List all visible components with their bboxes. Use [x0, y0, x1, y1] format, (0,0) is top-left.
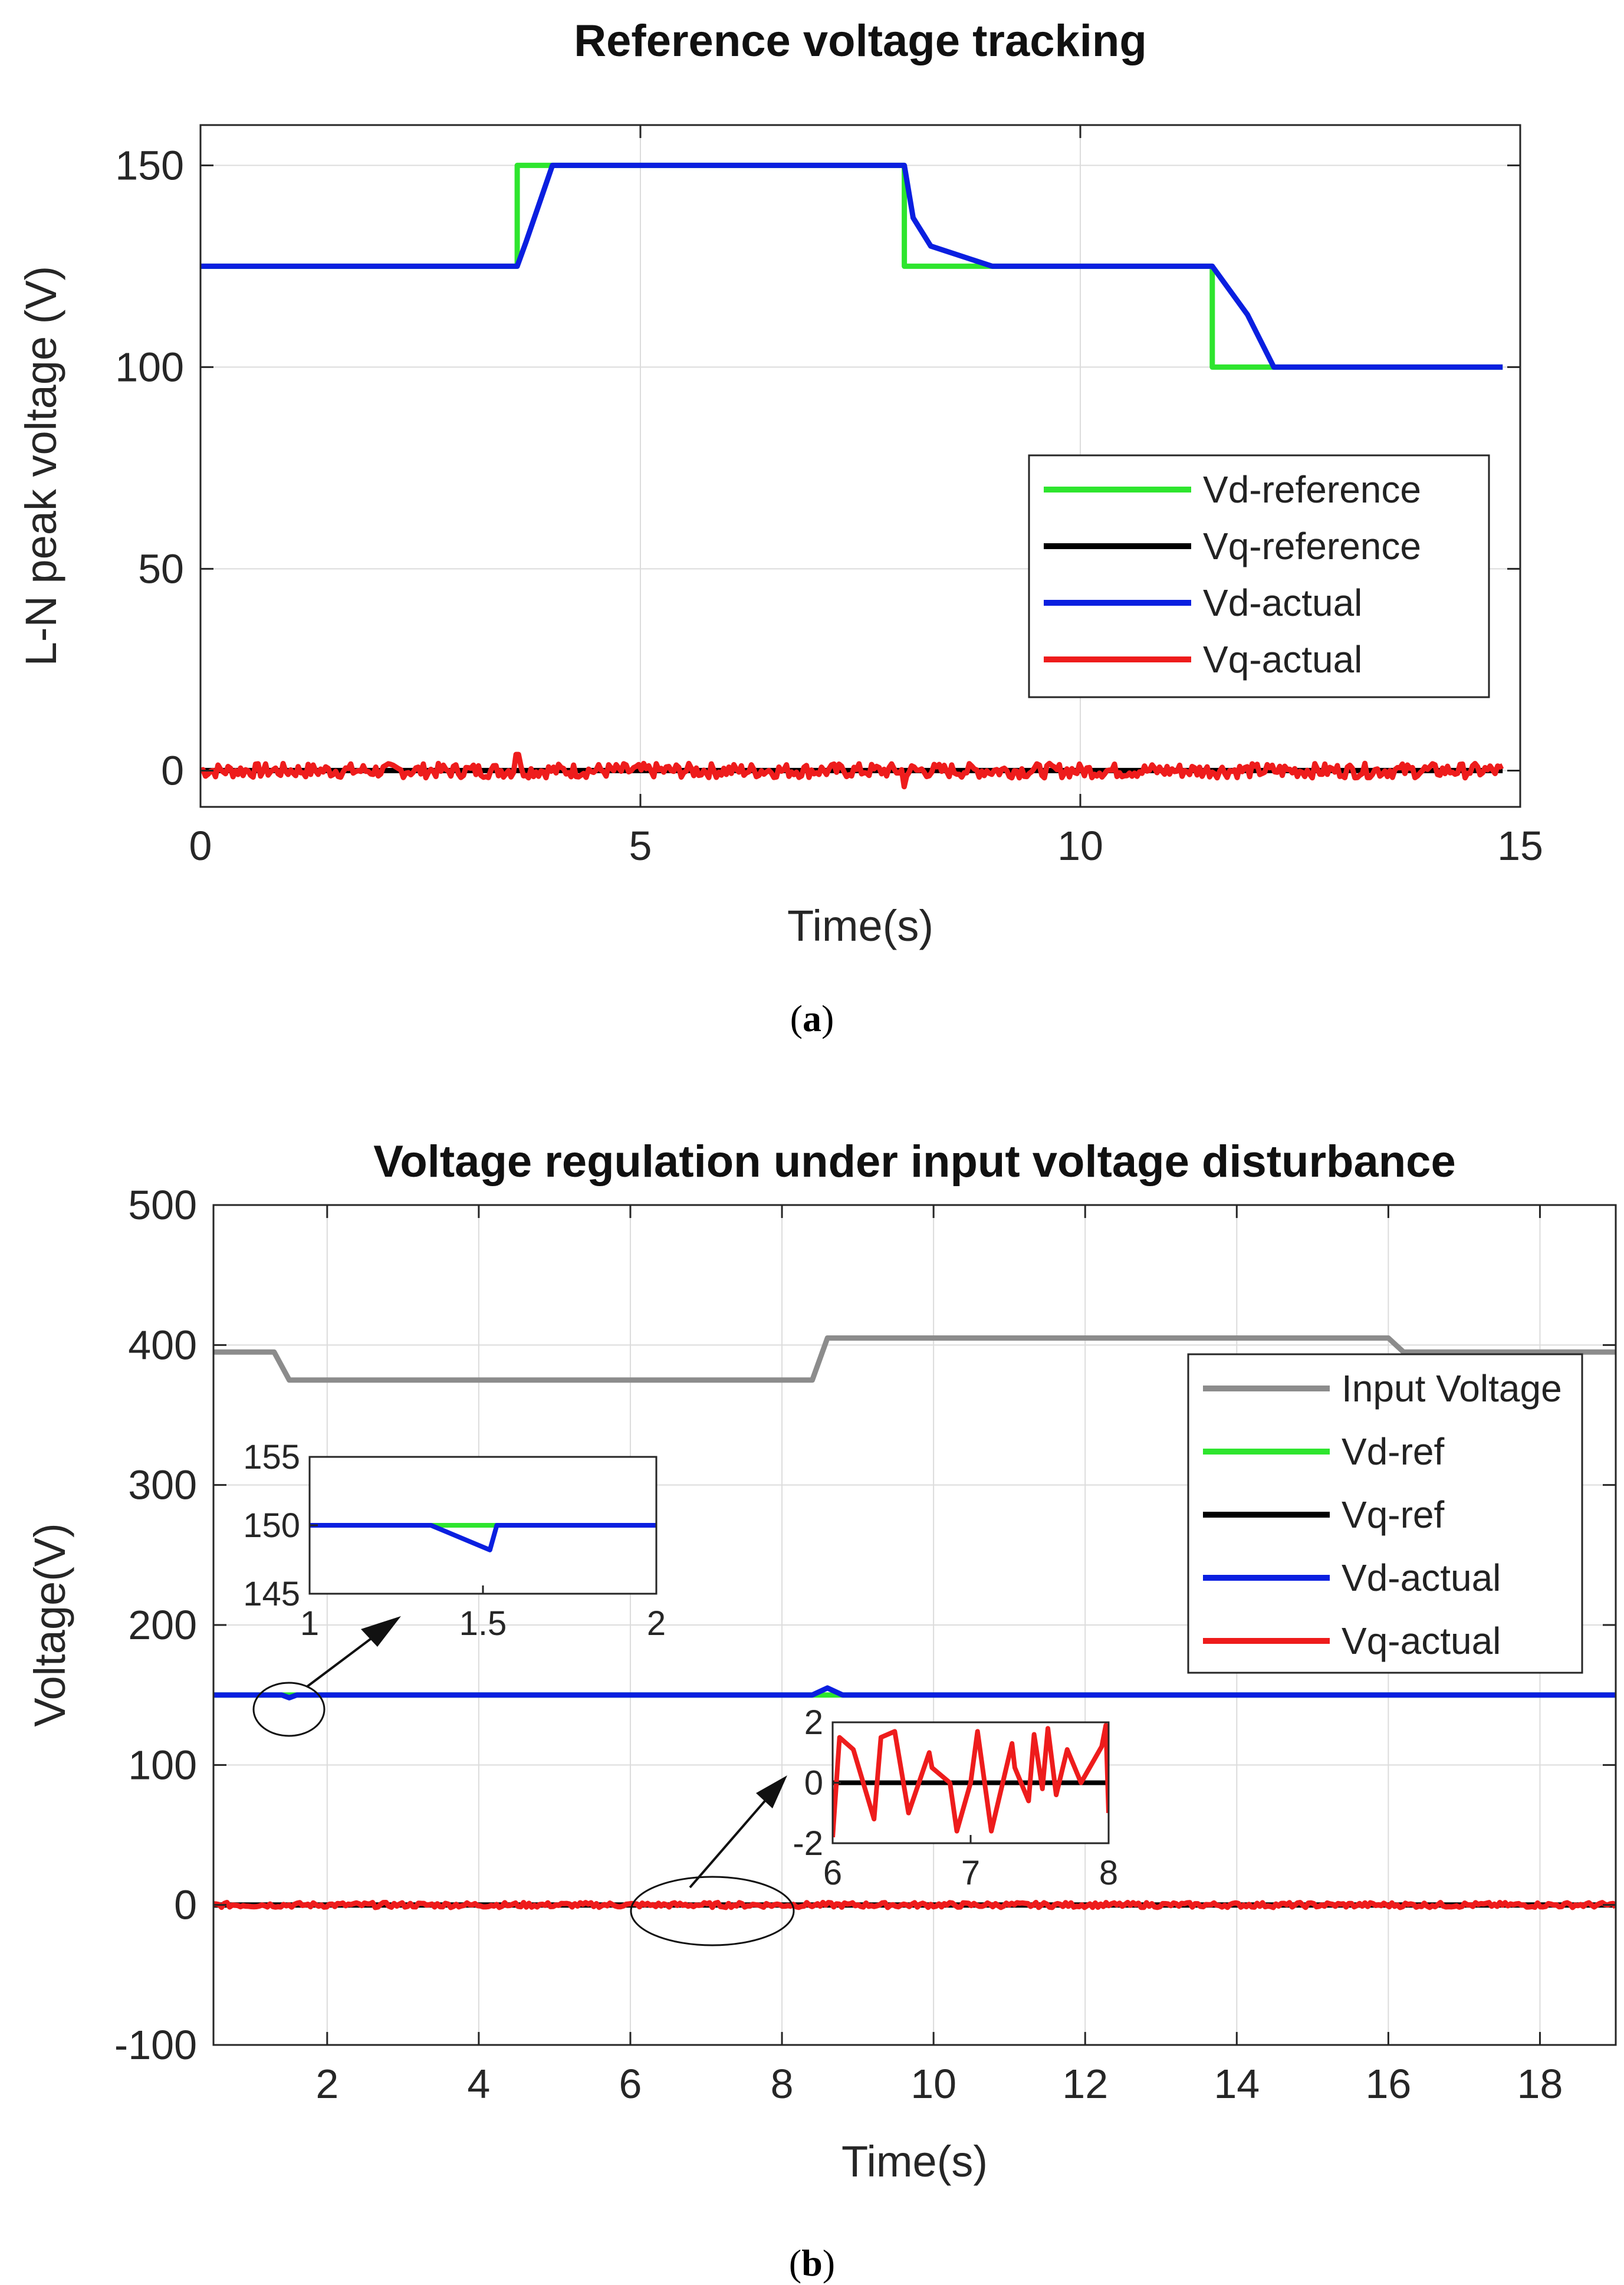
callout-ellipse-vq: [630, 1876, 795, 1946]
legend-entry-label: Vq-actual: [1203, 638, 1362, 681]
legend-entry-label: Vq-reference: [1203, 525, 1421, 567]
callout-arrow-vd: [305, 1633, 379, 1688]
chart-b: 2 4 6 8 10 12 14 16 18-1000100200300400500Voltag…: [25, 1137, 1617, 2186]
inset-x-tick-label: 7: [961, 1854, 980, 1892]
x-tick-label: 2: [315, 2061, 338, 2107]
x-tick-label: 15: [1497, 823, 1543, 869]
inset-series-vq-actual: [833, 1723, 1109, 1838]
y-tick-label: 150: [115, 142, 184, 188]
inset-y-tick-label: 0: [804, 1764, 823, 1803]
inset-y-tick-label: 145: [243, 1575, 300, 1613]
legend-entry-label: Vd-reference: [1203, 468, 1421, 511]
inset-x-tick-label: 1: [300, 1604, 319, 1643]
x-tick-label: 14: [1214, 2061, 1260, 2107]
callout-arrowhead-vq: [756, 1775, 787, 1808]
caption-b: (b): [788, 2242, 836, 2284]
inset-y-tick-label: 155: [243, 1438, 300, 1476]
legend-entry-label: Input Voltage: [1342, 1367, 1562, 1410]
y-tick-label: 100: [115, 344, 184, 390]
x-axis-label: Time(s): [787, 901, 933, 950]
callout-arrow-vq: [689, 1798, 768, 1889]
x-tick-label: 6: [619, 2061, 642, 2107]
x-tick-label: 18: [1517, 2061, 1563, 2107]
y-tick-label: 400: [128, 1322, 197, 1368]
x-tick-label: 16: [1365, 2061, 1411, 2107]
inset-series-vd-actual: [310, 1523, 656, 1552]
series-line-vq-actual: [200, 751, 1504, 790]
chart-title: Reference voltage tracking: [574, 16, 1147, 66]
legend-entry-label: Vq-actual: [1342, 1620, 1501, 1662]
inset-vd-zoom: 1 1.5 2 145 150 155: [243, 1438, 666, 1643]
x-tick-label: 4: [467, 2061, 490, 2107]
x-axis-label: Time(s): [841, 2137, 988, 2186]
callout-arrowhead-vd: [361, 1616, 401, 1647]
y-tick-label: 100: [128, 1742, 197, 1788]
x-tick-label: 0: [189, 823, 212, 869]
y-axis-label: L-N peak voltage (V): [17, 266, 65, 667]
legend-entry-label: Vd-actual: [1342, 1557, 1501, 1599]
inset-callouts: [252, 1616, 795, 1946]
series-line-vd-actual: [213, 1685, 1616, 1700]
inset-y-tick-label: -2: [793, 1824, 823, 1863]
legend: Vd-reference Vq-reference Vd-actual Vq-actu…: [1028, 454, 1490, 698]
inset-vq-zoom: 6 7 8 -2 0 2: [793, 1703, 1118, 1892]
legend-entry-label: Vd-actual: [1203, 582, 1362, 624]
y-tick-label: 50: [138, 546, 184, 592]
y-tick-label: 0: [161, 747, 184, 793]
series-line-vd-actual: [200, 162, 1503, 370]
x-tick-label: 12: [1062, 2061, 1108, 2107]
y-tick-label: 300: [128, 1462, 197, 1508]
callout-ellipse-vd: [252, 1682, 326, 1737]
legend-entry-label: Vd-ref: [1342, 1430, 1445, 1473]
inset-x-tick-label: 2: [647, 1604, 666, 1643]
inset-x-tick-label: 6: [823, 1854, 842, 1892]
inset-x-tick-label: 8: [1099, 1854, 1118, 1892]
axes-box: [199, 124, 1521, 808]
legend-entry-label: Vq-ref: [1342, 1493, 1445, 1536]
chart-title: Voltage regulation under input voltage d…: [373, 1137, 1455, 1187]
x-tick-label: 10: [910, 2061, 956, 2107]
inset-x-tick-label: 1.5: [459, 1604, 507, 1643]
y-tick-label: -100: [114, 2022, 197, 2068]
x-tick-label: 8: [771, 2061, 794, 2107]
caption-a: (a): [790, 997, 834, 1039]
inset-y-tick-label: 150: [243, 1506, 300, 1545]
inset-y-tick-label: 2: [804, 1703, 823, 1742]
x-tick-label: 10: [1057, 823, 1103, 869]
y-axis-label: Voltage(V): [25, 1523, 74, 1727]
y-tick-label: 0: [174, 1882, 197, 1928]
series-line-input-voltage: [213, 1335, 1616, 1383]
x-tick-label: 5: [629, 823, 652, 869]
series-line-vd-reference: [200, 162, 1503, 370]
series-line-vq-actual: [213, 1900, 1616, 1910]
legend: Input Voltage Vd-ref Vq-ref Vd-actual Vq-act…: [1187, 1353, 1583, 1674]
y-tick-label: 200: [128, 1602, 197, 1648]
y-tick-label: 500: [128, 1182, 197, 1228]
